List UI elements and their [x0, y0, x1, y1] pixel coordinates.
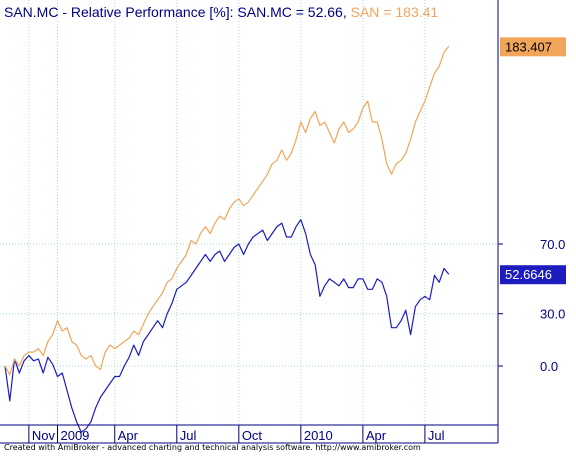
- title-prefix: SAN.MC - Relative Performance [%]:: [4, 4, 237, 20]
- series-lines: [4, 45, 450, 433]
- x-tick-label: 2010: [304, 428, 333, 443]
- x-tick-label: 2009: [60, 428, 89, 443]
- y-tick-label: 0.0: [540, 359, 558, 374]
- y-tick-label: 30.0: [540, 307, 565, 322]
- y-axis-ticks: 0.0 30.0 70.0: [498, 237, 565, 374]
- last-value-badge: [500, 37, 566, 57]
- last-value-labels: 183.407 52.6646: [500, 37, 566, 285]
- x-tick-label: Nov: [32, 428, 56, 443]
- x-tick-label: Jul: [428, 428, 445, 443]
- y-tick-label: 70.0: [540, 237, 565, 252]
- title-series2-label: SAN = 183.41: [351, 4, 439, 20]
- series-line-san-mc: [4, 219, 450, 433]
- x-tick-label: Apr: [118, 428, 139, 443]
- chart-title: SAN.MC - Relative Performance [%]: SAN.M…: [4, 4, 438, 20]
- x-axis-ticks: Nov 2009 Apr Jul Oct 2010 Apr Jul: [28, 425, 445, 443]
- last-value-badge: [500, 265, 566, 285]
- x-tick-label: Oct: [242, 428, 263, 443]
- x-tick-label: Apr: [366, 428, 387, 443]
- title-series1-label: SAN.MC = 52.66,: [237, 4, 350, 20]
- series-line-san: [4, 45, 450, 376]
- last-value-text: 52.6646: [505, 267, 552, 282]
- x-tick-label: Jul: [180, 428, 197, 443]
- footer-credit: Created with AmiBroker - advanced charti…: [4, 443, 421, 452]
- axes: [0, 0, 499, 444]
- last-value-text: 183.407: [505, 39, 552, 54]
